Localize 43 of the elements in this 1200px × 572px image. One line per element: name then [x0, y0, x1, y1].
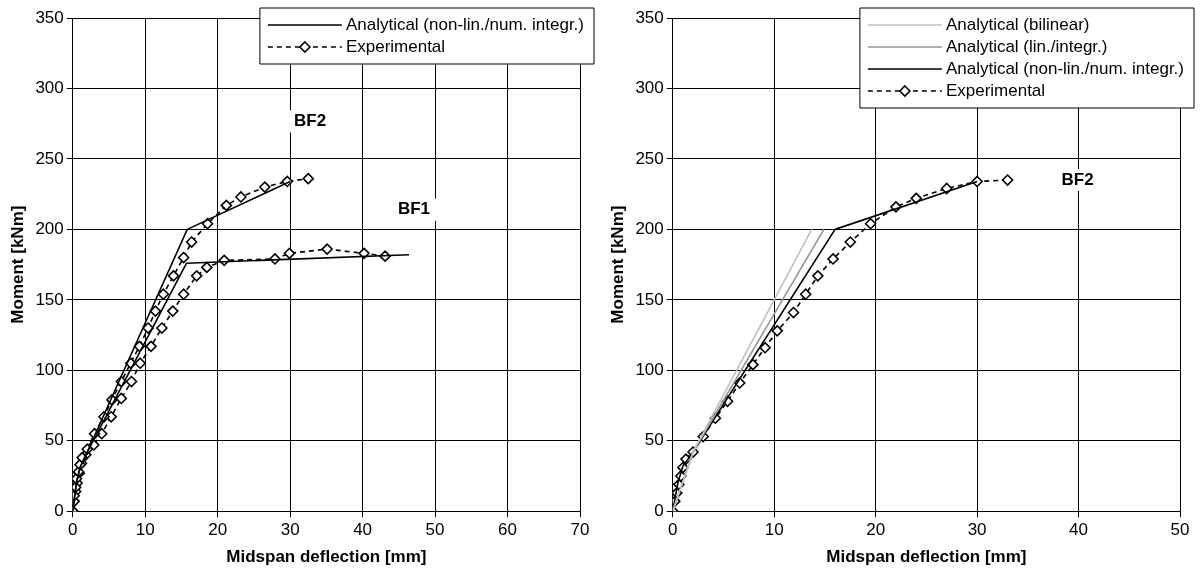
x-tick-label: 70 [570, 520, 590, 540]
x-tick-label: 0 [668, 520, 678, 540]
x-tick-label: 30 [280, 520, 300, 540]
x-tick-label: 50 [425, 520, 445, 540]
annotation: BF2 [294, 111, 327, 131]
x-tick-label: 40 [1069, 520, 1089, 540]
x-tick-label: 20 [866, 520, 886, 540]
y-tick-label: 350 [635, 7, 664, 27]
x-tick-label: 0 [68, 520, 78, 540]
y-tick-label: 50 [644, 430, 664, 450]
y-tick-label: 100 [635, 359, 664, 379]
y-tick-label: 100 [35, 359, 64, 379]
y-tick-label: 300 [635, 78, 664, 98]
x-tick-label: 40 [353, 520, 373, 540]
y-tick-label: 250 [35, 148, 64, 168]
x-tick-label: 10 [135, 520, 155, 540]
legend-label: Experimental [945, 80, 1046, 100]
x-tick-label: 60 [498, 520, 517, 540]
x-tick-label: 30 [967, 520, 987, 540]
y-axis-title: Moment [kNm] [7, 205, 27, 324]
y-axis-title: Moment [kNm] [607, 205, 627, 324]
legend-label: Analytical (lin./integr.) [945, 36, 1108, 56]
y-tick-label: 150 [635, 289, 664, 309]
annotation: BF2 [1061, 169, 1094, 189]
y-tick-label: 150 [35, 289, 64, 309]
x-tick-label: 10 [764, 520, 784, 540]
y-tick-label: 0 [54, 500, 64, 520]
legend-label: Analytical (non-lin./num. integr.) [945, 58, 1184, 78]
legend-label: Experimental [345, 36, 446, 56]
x-axis-title: Midspan deflection [mm] [226, 547, 427, 567]
legend-label: Analytical (bilinear) [945, 14, 1090, 34]
y-tick-label: 50 [44, 430, 64, 450]
x-axis-title: Midspan deflection [mm] [826, 547, 1027, 567]
y-tick-label: 200 [35, 219, 64, 239]
annotation: BF1 [397, 199, 431, 219]
y-tick-label: 200 [635, 219, 664, 239]
y-tick-label: 300 [35, 78, 64, 98]
x-tick-label: 20 [208, 520, 228, 540]
y-tick-label: 350 [35, 7, 64, 27]
x-tick-label: 50 [1170, 520, 1190, 540]
y-tick-label: 250 [635, 148, 664, 168]
legend-label: Analytical (non-lin./num. integr.) [345, 14, 584, 34]
y-tick-label: 0 [654, 500, 664, 520]
